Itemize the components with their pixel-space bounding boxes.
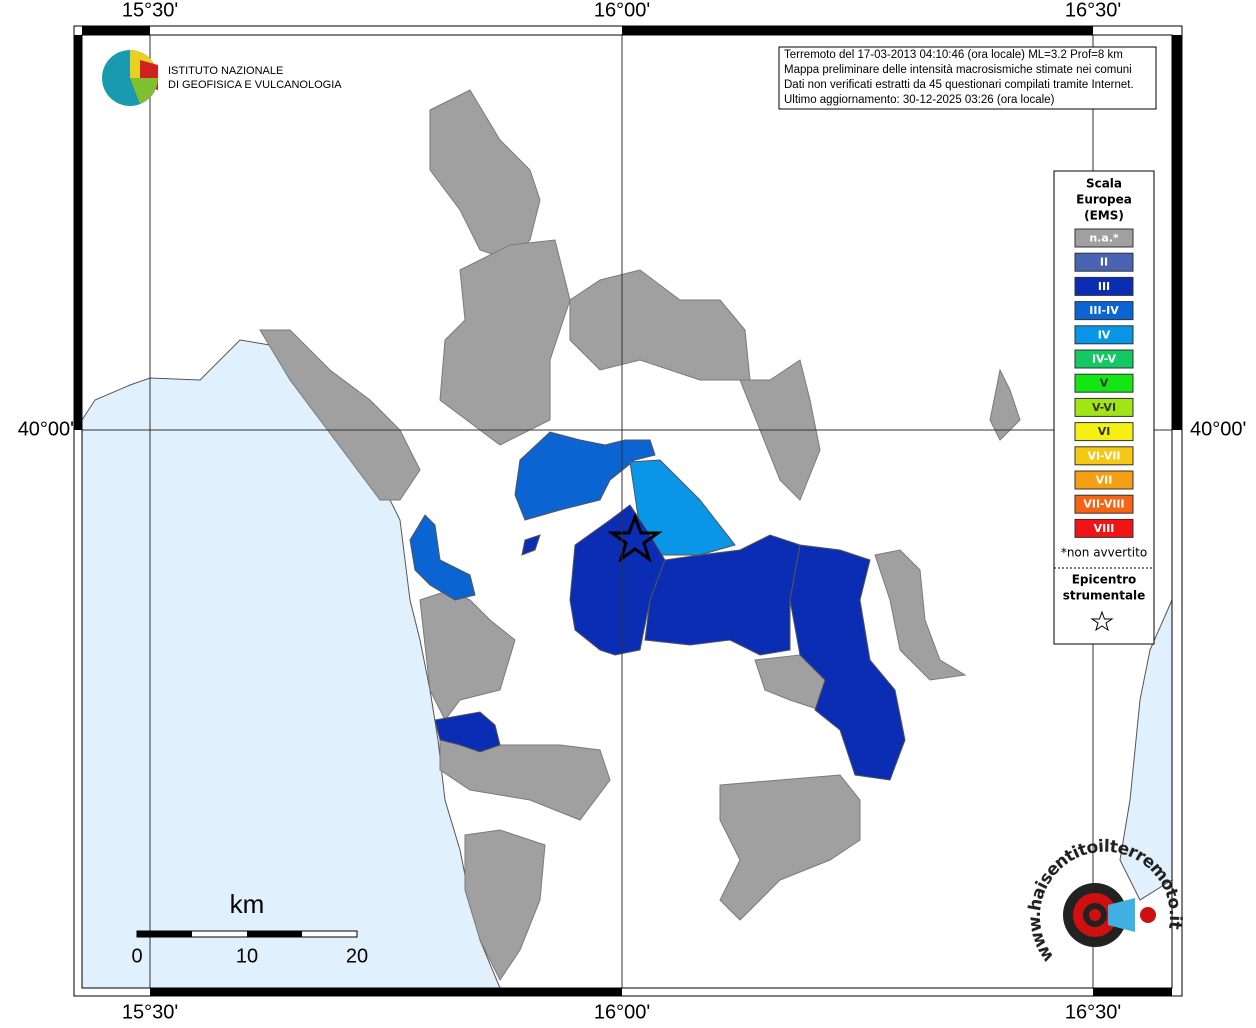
scale-tick-label: 20 (346, 945, 368, 967)
lon-label: 16°00' (594, 0, 650, 21)
legend-label: III (1098, 280, 1110, 293)
legend-swatch (1074, 494, 1134, 514)
legend-title: (EMS) (1084, 209, 1124, 223)
scale-tick-label: 10 (236, 945, 258, 967)
info-line: Ultimo aggiornamento: 30-12-2025 03:26 (… (784, 94, 1055, 106)
legend-label: n.a.* (1089, 232, 1119, 245)
legend-swatch (1074, 422, 1134, 442)
legend-star (1090, 610, 1114, 632)
frame (73, 25, 1183, 997)
lon-label: 16°30' (1065, 1001, 1121, 1023)
legend-swatch (1074, 518, 1134, 538)
municipalities-rated (409, 431, 906, 781)
legend-label: II (1100, 256, 1108, 269)
legend-label: III-IV (1089, 304, 1119, 317)
legend-epicenter: strumentale (1063, 589, 1146, 603)
legend-title: Scala (1086, 177, 1122, 191)
scale-unit: km (230, 889, 265, 919)
epicenter-star (607, 512, 663, 563)
lat-label: 40°00' (18, 418, 74, 440)
legend-swatch (1074, 325, 1134, 345)
legend-swatch (1074, 252, 1134, 272)
legend-note: *non avvertito (1061, 546, 1147, 560)
scale-tick-label: 0 (131, 945, 142, 967)
sea (1119, 599, 1173, 901)
legend-epicenter: Epicentro (1072, 573, 1137, 587)
ingv-logo: ISTITUTO NAZIONALE DI GEOFISICA E VULCAN… (102, 50, 342, 106)
legend-swatch (1074, 276, 1134, 296)
lat-label: 40°00' (1190, 418, 1246, 440)
legend-label: V (1100, 377, 1109, 390)
legend: ScalaEuropea(EMS)n.a.*IIIIIIII-IVIVIV-VV… (1053, 170, 1155, 645)
info-line: Mappa preliminare delle intensità macros… (784, 64, 1132, 76)
scale-bar: km 0 10 20 (131, 889, 368, 967)
lon-label: 16°30' (1065, 0, 1121, 21)
legend-label: VIII (1094, 522, 1115, 535)
legend-swatch (1074, 349, 1134, 369)
legend-title: Europea (1076, 193, 1132, 207)
site-logo: www.haisentitoilterremoto.it (1025, 837, 1186, 966)
legend-label: VII (1096, 474, 1113, 487)
legend-swatch (1074, 397, 1134, 417)
lon-label: 15°30' (122, 1001, 178, 1023)
legend-swatch (1074, 373, 1134, 393)
lon-label: 15°30' (122, 0, 178, 21)
coordinate-labels: 40°00' 40°00' 15°30' 16°00' 16°30' 15°30' 16… (18, 0, 1247, 1023)
info-line: Terremoto del 17-03-2013 04:10:46 (ora l… (784, 49, 1123, 61)
legend-swatch (1074, 301, 1134, 321)
municipalities-na (259, 89, 1021, 981)
legend-swatch (1074, 228, 1134, 248)
info-line: Dati non verificati estratti da 45 quest… (784, 79, 1134, 91)
legend-label: V-VI (1092, 401, 1116, 414)
legend-label: VII-VIII (1083, 498, 1124, 511)
legend-label: VI (1098, 425, 1111, 438)
legend-label: IV (1098, 328, 1111, 341)
legend-label: VI-VII (1087, 449, 1120, 462)
legend-label: IV-V (1092, 353, 1117, 366)
legend-swatch (1074, 470, 1134, 490)
info-box: Terremoto del 17-03-2013 04:10:46 (ora l… (778, 46, 1157, 110)
logo-text: DI GEOFISICA E VULCANOLOGIA (168, 79, 342, 91)
lon-label: 16°00' (594, 1001, 650, 1023)
legend-swatch (1074, 446, 1134, 466)
logo-text: ISTITUTO NAZIONALE (168, 65, 283, 77)
